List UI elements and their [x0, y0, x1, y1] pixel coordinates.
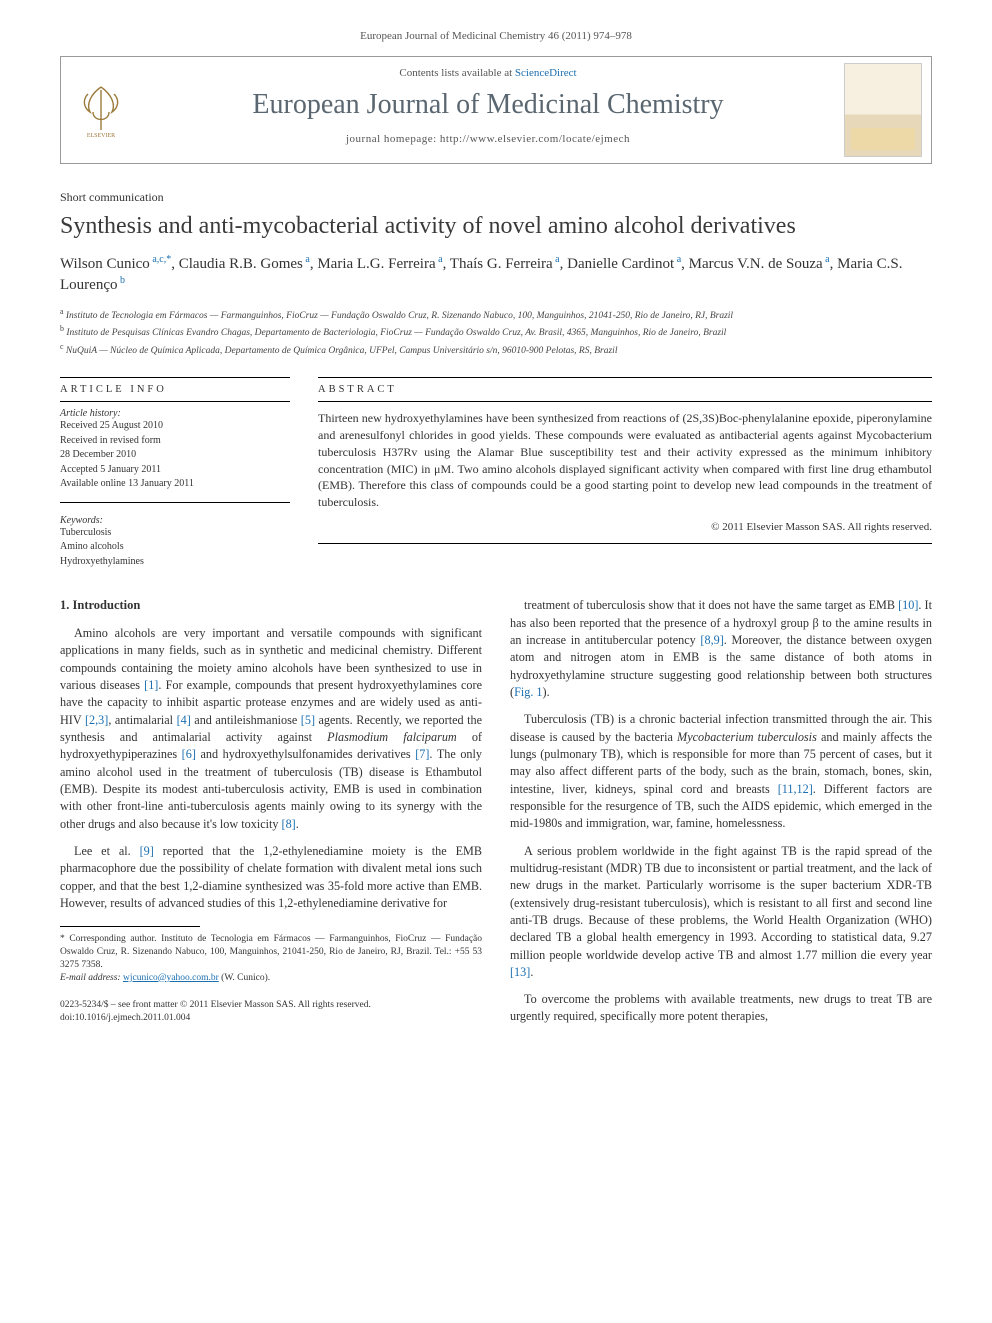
citation-ref[interactable]: [5]	[301, 713, 315, 727]
body-paragraph: Lee et al. [9] reported that the 1,2-eth…	[60, 843, 482, 912]
history-line: Accepted 5 January 2011	[60, 463, 290, 478]
citation-ref[interactable]: [6]	[182, 747, 196, 761]
elsevier-tree-icon: ELSEVIER	[76, 82, 126, 138]
history-line: Received in revised form	[60, 434, 290, 449]
article-info-label: ARTICLE INFO	[60, 384, 290, 395]
affiliation-line: c NuQuiA — Núcleo de Química Aplicada, D…	[60, 341, 932, 359]
corr-label: * Corresponding author.	[60, 934, 161, 944]
history-line: 28 December 2010	[60, 448, 290, 463]
abstract-text: Thirteen new hydroxyethylamines have bee…	[318, 410, 932, 511]
doi-block: 0223-5234/$ – see front matter © 2011 El…	[60, 999, 482, 1026]
top-citation: European Journal of Medicinal Chemistry …	[60, 30, 932, 42]
corresponding-footnote: * Corresponding author. Instituto de Tec…	[60, 933, 482, 984]
abstract-block: ABSTRACT Thirteen new hydroxyethylamines…	[318, 377, 932, 569]
history-line: Available online 13 January 2011	[60, 477, 290, 492]
homepage-prefix: journal homepage:	[346, 133, 440, 145]
body-col-right: treatment of tuberculosis show that it d…	[510, 597, 932, 1036]
citation-ref[interactable]: [2,3]	[85, 713, 108, 727]
citation-ref[interactable]: [8,9]	[700, 633, 723, 647]
article-info-block: ARTICLE INFO Article history: Received 2…	[60, 377, 290, 569]
history-line: Received 25 August 2010	[60, 419, 290, 434]
section-heading: 1. Introduction	[60, 597, 482, 615]
figure-ref[interactable]: Fig. 1	[514, 685, 542, 699]
body-col-left: 1. Introduction Amino alcohols are very …	[60, 597, 482, 1036]
keyword-line: Hydroxyethylamines	[60, 555, 290, 570]
body-paragraph: A serious problem worldwide in the fight…	[510, 843, 932, 982]
citation-ref[interactable]: [10]	[898, 598, 918, 612]
email-suffix: (W. Cunico).	[219, 973, 270, 983]
journal-cover-thumb	[835, 57, 931, 163]
contents-prefix: Contents lists available at	[399, 67, 514, 79]
affiliation-line: b Instituto de Pesquisas Clínicas Evandr…	[60, 323, 932, 341]
citation-ref[interactable]: [11,12]	[778, 782, 813, 796]
citation-ref[interactable]: [1]	[144, 678, 158, 692]
affiliation-line: a Instituto de Tecnologia em Fármacos — …	[60, 306, 932, 324]
citation-ref[interactable]: [8]	[282, 817, 296, 831]
citation-ref[interactable]: [4]	[177, 713, 191, 727]
body-paragraph: Tuberculosis (TB) is a chronic bacterial…	[510, 711, 932, 832]
body-columns: 1. Introduction Amino alcohols are very …	[60, 597, 932, 1036]
elsevier-logo: ELSEVIER	[61, 57, 141, 163]
citation-ref[interactable]: [13]	[510, 965, 530, 979]
homepage-url[interactable]: http://www.elsevier.com/locate/ejmech	[440, 133, 630, 145]
article-type: Short communication	[60, 190, 932, 205]
front-matter-line: 0223-5234/$ – see front matter © 2011 El…	[60, 999, 482, 1012]
doi-line: doi:10.1016/j.ejmech.2011.01.004	[60, 1012, 482, 1025]
sciencedirect-link[interactable]: ScienceDirect	[515, 67, 577, 79]
article-title: Synthesis and anti-mycobacterial activit…	[60, 211, 932, 241]
keyword-line: Tuberculosis	[60, 526, 290, 541]
body-paragraph: treatment of tuberculosis show that it d…	[510, 597, 932, 701]
body-paragraph: To overcome the problems with available …	[510, 991, 932, 1026]
citation-ref[interactable]: [9]	[140, 844, 154, 858]
svg-text:ELSEVIER: ELSEVIER	[87, 133, 115, 138]
email-label: E-mail address:	[60, 973, 123, 983]
body-paragraph: Amino alcohols are very important and ve…	[60, 625, 482, 833]
corr-email-link[interactable]: wjcunico@yahoo.com.br	[123, 973, 219, 983]
journal-header: ELSEVIER Contents lists available at Sci…	[60, 56, 932, 164]
author-list: Wilson Cunico a,c,*, Claudia R.B. Gomes …	[60, 253, 932, 296]
keywords-heading: Keywords:	[60, 515, 290, 526]
history-heading: Article history:	[60, 408, 290, 419]
keyword-line: Amino alcohols	[60, 540, 290, 555]
citation-ref[interactable]: [7]	[415, 747, 429, 761]
abstract-label: ABSTRACT	[318, 384, 932, 395]
cover-image-icon	[844, 63, 922, 157]
affiliation-list: a Instituto de Tecnologia em Fármacos — …	[60, 306, 932, 360]
journal-homepage: journal homepage: http://www.elsevier.co…	[149, 133, 827, 145]
journal-title: European Journal of Medicinal Chemistry	[149, 89, 827, 121]
contents-available: Contents lists available at ScienceDirec…	[149, 67, 827, 79]
abstract-copyright: © 2011 Elsevier Masson SAS. All rights r…	[318, 521, 932, 533]
